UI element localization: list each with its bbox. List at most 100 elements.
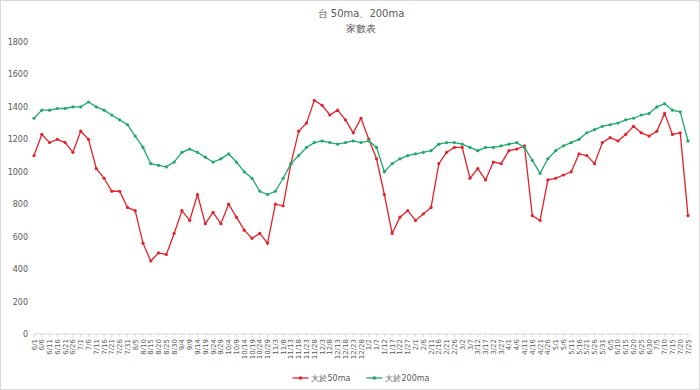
series-marker bbox=[453, 141, 456, 144]
x-tick bbox=[617, 334, 618, 337]
series-marker bbox=[165, 253, 168, 256]
series-marker bbox=[523, 146, 526, 149]
series-marker bbox=[71, 105, 74, 108]
chart-frame bbox=[1, 1, 700, 390]
series-marker bbox=[274, 190, 277, 193]
series-marker bbox=[391, 162, 394, 165]
x-tick bbox=[579, 334, 580, 337]
tick-mark bbox=[31, 236, 34, 237]
x-tick-label: 9/4 bbox=[178, 338, 186, 350]
x-tick-label: 11/28 bbox=[311, 339, 319, 359]
series-marker bbox=[655, 130, 658, 133]
x-tick bbox=[563, 334, 564, 337]
legend-label: 大於200ma bbox=[385, 374, 429, 383]
x-tick-label: 6/25 bbox=[638, 339, 646, 355]
series-marker bbox=[305, 122, 308, 125]
series-marker bbox=[500, 144, 503, 147]
x-tick bbox=[49, 334, 50, 337]
x-tick-label: 2/16 bbox=[435, 338, 443, 354]
series-marker bbox=[406, 209, 409, 212]
series-marker bbox=[624, 118, 627, 121]
x-tick-label: 12/28 bbox=[358, 339, 366, 359]
series-marker bbox=[79, 130, 82, 133]
series-marker bbox=[577, 138, 580, 141]
series-marker bbox=[48, 109, 51, 112]
series-marker bbox=[546, 157, 549, 160]
x-tick-label: 8/10 bbox=[140, 339, 148, 355]
series-marker bbox=[609, 123, 612, 126]
series-marker bbox=[492, 160, 495, 163]
x-tick bbox=[80, 334, 81, 337]
x-tick-label: 5/11 bbox=[568, 339, 576, 355]
x-tick bbox=[688, 334, 689, 337]
series-marker bbox=[484, 146, 487, 149]
series-marker bbox=[383, 170, 386, 173]
x-tick-label: 3/7 bbox=[467, 339, 475, 350]
x-tick-label: 4/11 bbox=[521, 339, 529, 355]
series-marker bbox=[32, 117, 35, 120]
tick-mark bbox=[31, 106, 34, 107]
y-tick-label: 800 bbox=[13, 200, 28, 209]
x-tick-label: 5/16 bbox=[576, 338, 584, 354]
x-tick bbox=[127, 334, 128, 337]
x-tick-label: 8/20 bbox=[155, 339, 163, 355]
x-tick bbox=[104, 334, 105, 337]
x-tick-label: 6/11 bbox=[46, 339, 54, 355]
x-tick bbox=[571, 334, 572, 337]
x-tick-label: 3/27 bbox=[498, 339, 506, 355]
series-marker bbox=[546, 178, 549, 181]
x-tick-label: 4/16 bbox=[529, 338, 537, 354]
series-marker bbox=[507, 143, 510, 146]
x-tick-label: 7/11 bbox=[93, 339, 101, 355]
series-marker bbox=[274, 203, 277, 206]
series-marker bbox=[562, 144, 565, 147]
series-marker bbox=[56, 107, 59, 110]
x-tick bbox=[275, 334, 276, 337]
y-tick-label: 200 bbox=[13, 298, 28, 307]
x-tick-label: 2/21 bbox=[443, 339, 451, 355]
x-tick-label: 5/31 bbox=[599, 339, 607, 355]
x-tick-label: 6/30 bbox=[646, 339, 654, 355]
series-marker bbox=[601, 125, 604, 128]
series-marker bbox=[616, 122, 619, 125]
series-marker bbox=[640, 131, 643, 134]
series-marker bbox=[655, 105, 658, 108]
x-tick bbox=[555, 334, 556, 337]
x-tick bbox=[174, 334, 175, 337]
series-marker bbox=[134, 209, 137, 212]
legend-label: 大於50ma bbox=[311, 374, 350, 383]
x-tick bbox=[181, 334, 182, 337]
x-tick bbox=[680, 334, 681, 337]
x-tick-label: 7/25 bbox=[685, 339, 693, 355]
x-tick-label: 10/29 bbox=[264, 339, 272, 359]
x-tick bbox=[213, 334, 214, 337]
series-marker bbox=[391, 232, 394, 235]
x-tick bbox=[547, 334, 548, 337]
y-tick-label: 1200 bbox=[8, 135, 28, 144]
x-tick bbox=[524, 334, 525, 337]
series-marker bbox=[110, 190, 113, 193]
x-tick-label: 9/24 bbox=[210, 338, 218, 354]
x-tick-label: 4/21 bbox=[537, 339, 545, 355]
series-marker bbox=[243, 170, 246, 173]
x-tick-label: 4/26 bbox=[544, 338, 552, 354]
x-tick-label: 8/15 bbox=[147, 339, 155, 355]
series-marker bbox=[188, 147, 191, 150]
series-marker bbox=[126, 206, 129, 209]
x-tick-label: 7/21 bbox=[108, 339, 116, 355]
x-tick bbox=[485, 334, 486, 337]
series-marker bbox=[188, 219, 191, 222]
series-marker bbox=[64, 107, 67, 110]
series-marker bbox=[461, 146, 464, 149]
tick-mark bbox=[31, 301, 34, 302]
x-tick-label: 9/14 bbox=[194, 338, 202, 354]
series-marker bbox=[250, 177, 253, 180]
series-marker bbox=[437, 162, 440, 165]
x-tick bbox=[322, 334, 323, 337]
x-tick-label: 1/27 bbox=[404, 339, 412, 355]
series-marker bbox=[414, 152, 417, 155]
x-tick-label: 1/12 bbox=[381, 339, 389, 355]
x-tick-label: 3/17 bbox=[482, 339, 490, 355]
x-tick bbox=[431, 334, 432, 337]
series-marker bbox=[616, 139, 619, 142]
